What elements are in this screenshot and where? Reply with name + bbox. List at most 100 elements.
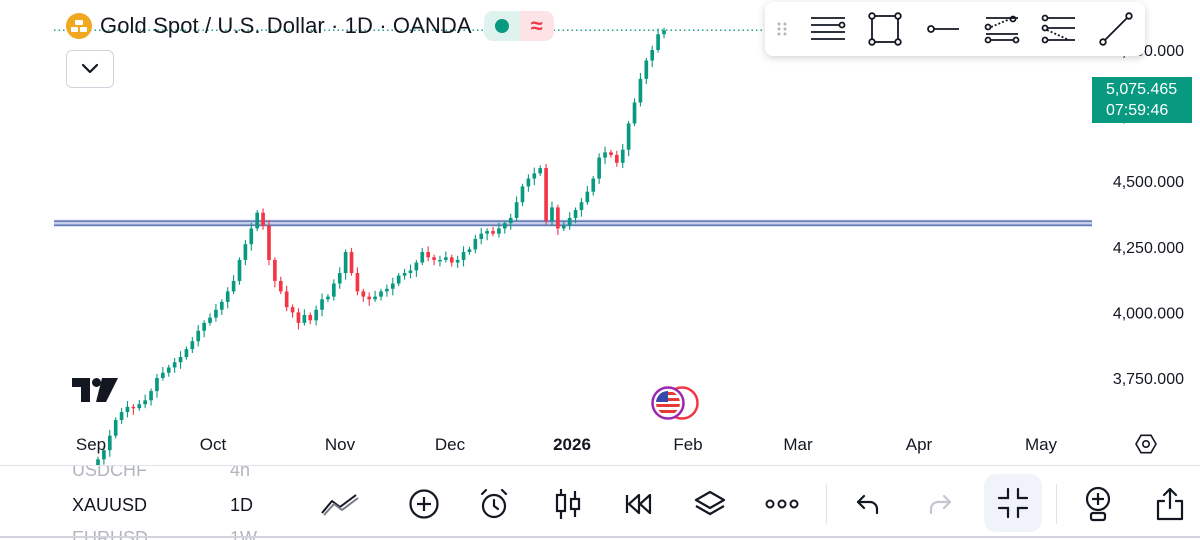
candle <box>520 183 525 207</box>
candle-type-icon[interactable] <box>540 476 596 532</box>
candle <box>166 364 171 377</box>
candle <box>361 288 366 302</box>
symbol-row[interactable]: USDCHF 4h <box>72 466 250 481</box>
fullscreen-exit-icon[interactable] <box>984 474 1042 532</box>
candle <box>479 227 484 245</box>
market-open-icon <box>483 11 520 41</box>
price-tick-label: 4,000.000 <box>1113 305 1184 322</box>
share-icon[interactable] <box>1142 476 1198 532</box>
candle <box>532 167 537 186</box>
candle <box>402 268 407 280</box>
last-price-value: 5,075.465 <box>1106 81 1178 98</box>
candle <box>343 249 348 280</box>
candle <box>96 456 100 465</box>
symbol-row-selected[interactable]: XAUUSD 1D <box>72 495 253 516</box>
candle <box>561 221 566 232</box>
candle <box>502 220 507 234</box>
parallel-channel-icon[interactable] <box>972 2 1030 56</box>
drawing-toolbar[interactable] <box>765 2 1145 56</box>
candle <box>485 228 489 241</box>
object-tree-icon[interactable] <box>1070 476 1126 532</box>
toolbar-divider <box>826 484 827 524</box>
alert-icon[interactable] <box>466 476 522 532</box>
horizontal-line-drawing[interactable] <box>54 219 1092 227</box>
candle <box>438 255 442 267</box>
trend-line-icon[interactable] <box>1087 2 1145 56</box>
candle <box>444 251 448 263</box>
candle <box>373 290 377 302</box>
candle <box>178 351 183 369</box>
price-chart[interactable]: 5,000.0004,750.0004,500.0004,250.0004,00… <box>0 0 1200 465</box>
candle <box>125 401 130 418</box>
candle <box>278 276 283 295</box>
rectangle-icon[interactable] <box>857 2 915 56</box>
time-tick-label: Mar <box>783 435 813 454</box>
collapse-legend-button[interactable] <box>66 50 114 88</box>
layers-icon[interactable] <box>682 476 738 532</box>
undo-icon[interactable] <box>840 476 896 532</box>
horizontal-line-band <box>54 219 1092 227</box>
symbol-interval: 1D <box>230 495 254 515</box>
symbol-interval-picker[interactable]: USDCHF 4h XAUUSD 1D EURUSD 1W <box>72 466 272 540</box>
candle <box>550 201 554 226</box>
time-tick-label: Feb <box>673 435 702 454</box>
candle <box>603 146 607 165</box>
candle <box>326 294 330 302</box>
candle <box>455 255 460 268</box>
time-tick-label: Oct <box>200 435 227 454</box>
candle <box>491 226 495 237</box>
candle <box>514 196 519 221</box>
candle <box>573 207 578 224</box>
candle <box>508 213 513 230</box>
candle <box>143 394 147 409</box>
candle <box>202 320 206 338</box>
time-tick-label: Apr <box>906 435 933 454</box>
candle <box>656 28 660 53</box>
candle <box>225 287 230 309</box>
candle <box>255 210 260 232</box>
candle <box>526 174 531 192</box>
more-icon[interactable] <box>754 476 810 532</box>
candle <box>190 337 195 354</box>
candle <box>161 366 165 381</box>
candle <box>131 404 136 415</box>
replay-icon[interactable] <box>610 476 666 532</box>
market-status-pill[interactable]: ≈ <box>483 11 554 41</box>
candle <box>214 304 218 322</box>
economic-events-icon[interactable] <box>650 386 700 425</box>
candle <box>408 264 413 279</box>
tradingview-logo[interactable] <box>72 378 118 407</box>
time-tick-label: Nov <box>325 435 356 454</box>
candle <box>609 149 613 158</box>
candle <box>367 292 372 306</box>
candle <box>585 185 590 205</box>
bottom-toolbar: USDCHF 4h XAUUSD 1D EURUSD 1W <box>0 465 1200 540</box>
candle <box>149 388 153 406</box>
symbol-interval: 1W <box>230 528 257 540</box>
candle <box>650 45 655 68</box>
candle <box>155 373 159 398</box>
candle <box>296 308 301 330</box>
symbol-row[interactable]: EURUSD 1W <box>72 528 257 540</box>
candle <box>119 407 124 424</box>
candle <box>461 246 466 267</box>
candle <box>467 246 472 255</box>
candle <box>497 222 501 238</box>
candle <box>249 222 254 251</box>
horizontal-ray-icon[interactable] <box>914 2 972 56</box>
horizontal-lines-icon[interactable] <box>799 2 857 56</box>
add-icon[interactable] <box>396 476 452 532</box>
indicators-icon[interactable] <box>312 476 368 532</box>
symbol-name: EURUSD <box>72 528 149 540</box>
redo-icon[interactable] <box>912 476 968 532</box>
drag-handle-icon[interactable] <box>765 20 799 38</box>
candle <box>473 234 478 254</box>
regression-channel-icon[interactable] <box>1030 2 1088 56</box>
candle <box>591 175 596 196</box>
chart-settings-icon[interactable] <box>1135 434 1157 454</box>
time-axis[interactable]: Sep Oct Nov Dec 2026 Feb Mar Apr May <box>76 435 1058 454</box>
symbol-header[interactable]: Gold Spot / U.S. Dollar · 1D · OANDA ≈ <box>66 10 554 42</box>
candle <box>414 259 419 277</box>
candle <box>644 57 649 85</box>
candle <box>308 312 313 325</box>
